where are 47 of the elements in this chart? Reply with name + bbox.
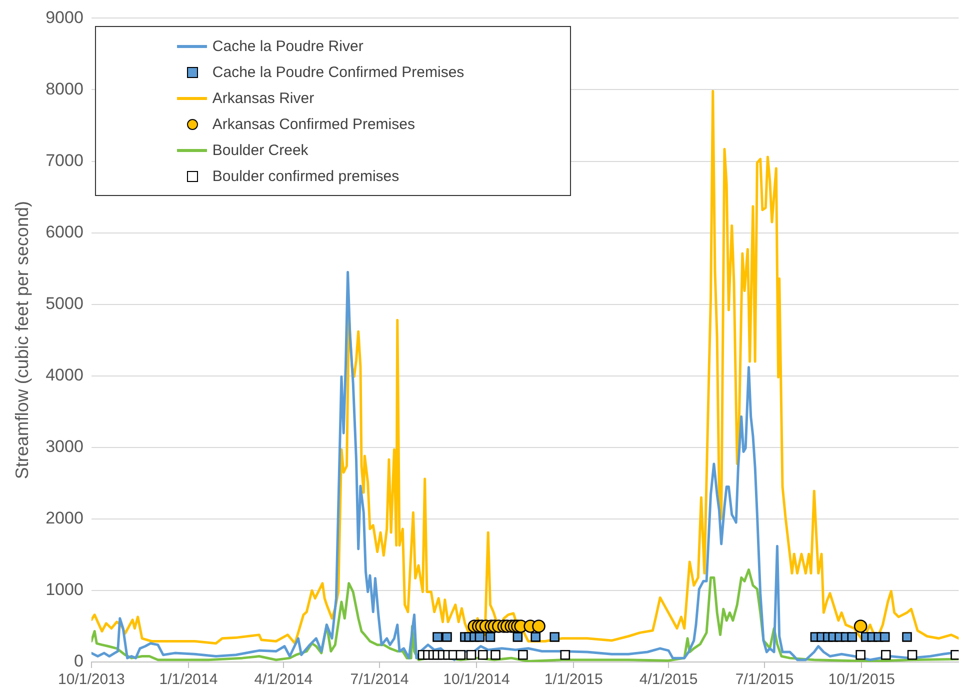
point: [478, 650, 488, 660]
y-tick-label: 2000: [46, 508, 84, 528]
point: [532, 620, 546, 633]
point: [442, 632, 452, 642]
y-tick-label: 3000: [46, 437, 84, 456]
legend-label: Arkansas River: [212, 90, 314, 107]
point: [485, 632, 496, 642]
y-tick-label: 7000: [46, 150, 84, 170]
point: [530, 632, 541, 642]
point: [432, 632, 442, 642]
point: [466, 650, 476, 660]
point: [881, 650, 891, 660]
y-tick-label: 1000: [46, 580, 84, 600]
y-tick-label: 9000: [46, 8, 84, 27]
point: [902, 632, 912, 642]
x-tick-label: 10/1/2013: [58, 671, 125, 688]
point: [550, 632, 560, 642]
x-tick-label: 1/1/2014: [159, 671, 218, 688]
point: [474, 632, 485, 642]
point: [880, 632, 890, 642]
y-tick-label: 8000: [46, 79, 84, 98]
x-tick-label: 10/1/2014: [443, 671, 510, 688]
x-tick-label: 4/1/2014: [254, 671, 313, 688]
point: [907, 650, 918, 660]
point: [490, 650, 500, 660]
point: [518, 650, 528, 660]
y-axis-title: Streamflow (cubic feet per second): [12, 201, 32, 480]
point: [456, 650, 466, 660]
y-tick-label: 0: [74, 652, 84, 671]
x-tick-label: 10/1/2015: [828, 671, 895, 688]
y-tick-label: 6000: [46, 222, 84, 242]
point: [560, 650, 570, 660]
legend-label: Boulder confirmed premises: [212, 168, 400, 185]
y-tick-label: 5000: [46, 294, 84, 314]
legend-label: Cache la Poudre River: [212, 38, 364, 55]
legend-label: Boulder Creek: [212, 142, 308, 159]
point: [512, 632, 523, 642]
x-tick-label: 7/1/2014: [350, 671, 409, 688]
legend-label: Cache la Poudre Confirmed Premises: [212, 64, 464, 81]
x-tick-label: 1/1/2015: [544, 671, 603, 688]
legend-label: Arkansas Confirmed Premises: [212, 116, 415, 133]
x-tick-label: 7/1/2015: [735, 671, 794, 688]
point: [854, 620, 868, 633]
x-tick-label: 4/1/2015: [639, 671, 698, 688]
point: [847, 632, 858, 642]
y-tick-label: 4000: [46, 366, 84, 385]
point: [856, 650, 866, 660]
